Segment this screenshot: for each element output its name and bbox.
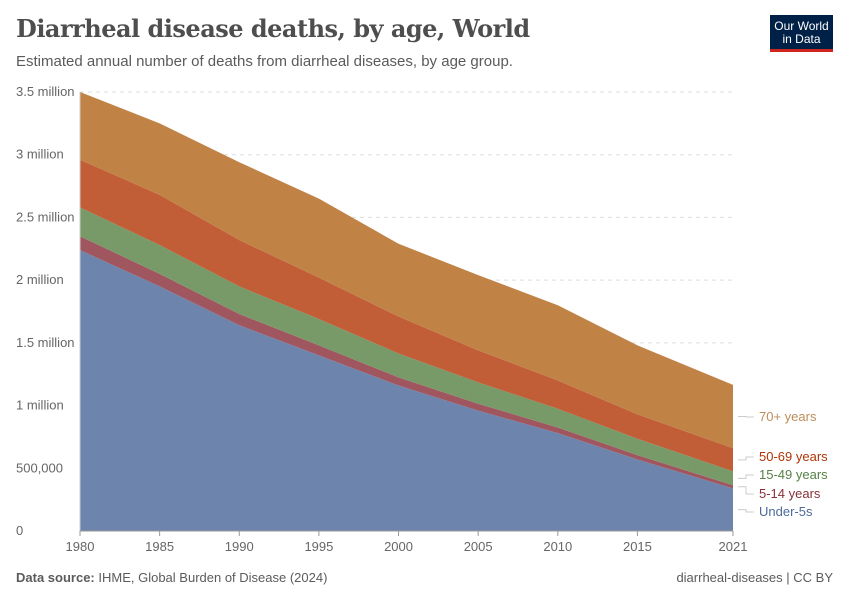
y-tick-label: 2.5 million xyxy=(16,209,75,224)
series-label-70-years[interactable]: 70+ years xyxy=(759,409,817,424)
x-tick-label: 2005 xyxy=(464,539,493,554)
chart-title: Diarrheal disease deaths, by age, World xyxy=(16,14,530,43)
chart-subtitle: Estimated annual number of deaths from d… xyxy=(16,53,513,70)
area-under-5s[interactable] xyxy=(80,250,733,532)
x-tick-label: 1980 xyxy=(66,539,95,554)
x-tick-label: 1995 xyxy=(304,539,333,554)
owid-logo[interactable]: Our World in Data xyxy=(770,15,833,52)
x-tick-label: 2021 xyxy=(719,539,748,554)
label-connector xyxy=(738,486,754,495)
y-tick-label: 3 million xyxy=(16,147,64,162)
y-tick-label: 3.5 million xyxy=(16,84,75,99)
series-label-under-5s[interactable]: Under-5s xyxy=(759,504,813,519)
x-tick-label: 2010 xyxy=(543,539,572,554)
y-tick-label: 2 million xyxy=(16,272,64,287)
series-label-15-49-years[interactable]: 15-49 years xyxy=(759,467,828,482)
y-tick-label: 0 xyxy=(16,523,23,538)
source-text[interactable]: IHME, Global Burden of Disease (2024) xyxy=(98,570,328,585)
area-15-49-years[interactable] xyxy=(80,207,733,486)
data-source: Data source: IHME, Global Burden of Dise… xyxy=(16,570,327,585)
x-tick-label: 2015 xyxy=(623,539,652,554)
x-tick-label: 1985 xyxy=(145,539,174,554)
series-label-5-14-years[interactable]: 5-14 years xyxy=(759,486,821,501)
x-tick-label: 2000 xyxy=(384,539,413,554)
label-connector xyxy=(738,456,754,461)
y-tick-label: 1.5 million xyxy=(16,335,75,350)
x-tick-label: 1990 xyxy=(225,539,254,554)
series-label-50-69-years[interactable]: 50-69 years xyxy=(759,449,828,464)
area-70-years[interactable] xyxy=(80,92,733,449)
y-tick-label: 1 million xyxy=(16,398,64,413)
area-50-69-years[interactable] xyxy=(80,159,733,472)
y-tick-label: 500,000 xyxy=(16,460,63,475)
source-label: Data source: xyxy=(16,570,95,585)
label-connector xyxy=(738,509,754,513)
label-connector xyxy=(738,474,754,479)
footer-license[interactable]: diarrheal-diseases | CC BY xyxy=(676,570,833,585)
